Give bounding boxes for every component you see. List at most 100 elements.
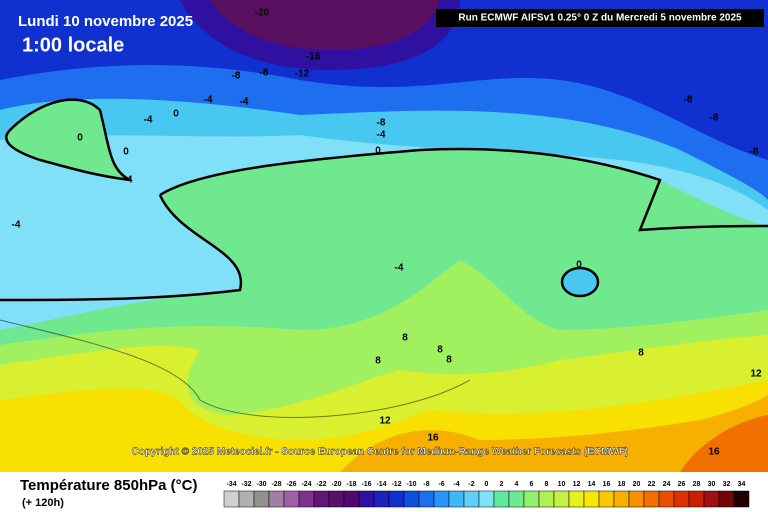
color-swatch	[733, 490, 750, 508]
scale-label: -14	[376, 481, 386, 488]
scale-label: 12	[573, 481, 581, 488]
scale-label: -6	[438, 481, 444, 488]
contour-label: 8	[437, 345, 443, 356]
scale-label: 0	[485, 481, 489, 488]
contour-label: 0	[375, 146, 381, 157]
scale-label: 30	[708, 481, 716, 488]
color-scale: -34 -32 -30 -28 -26 -24 -22 -20 -18 -16 -14 -12 -10-…	[223, 481, 750, 508]
scale-label: 20	[633, 481, 641, 488]
color-swatch	[493, 490, 510, 508]
scale-label: 16	[603, 481, 611, 488]
scale-label: -12	[391, 481, 401, 488]
scale-label: 32	[723, 481, 731, 488]
contour-label: 0	[77, 133, 83, 144]
color-swatch	[433, 490, 450, 508]
contour-label: -4	[204, 95, 213, 106]
color-swatch	[568, 490, 585, 508]
color-swatch	[628, 490, 645, 508]
scale-label: -10	[406, 481, 416, 488]
contour-label: 0	[173, 109, 179, 120]
color-swatch	[283, 490, 300, 508]
contour-label: 8	[375, 356, 381, 367]
contour-label: -8	[260, 68, 269, 79]
contour-label: -8	[750, 147, 759, 158]
scale-label: 2	[500, 481, 504, 488]
copyright: Copyright © 2025 Meteociel.fr - Source E…	[132, 447, 629, 458]
color-swatch	[268, 490, 285, 508]
contour-label: -4	[377, 130, 386, 141]
map-title: Lundi 10 novembre 2025	[18, 13, 193, 30]
color-swatch	[463, 490, 480, 508]
scale-label: -16	[361, 481, 371, 488]
color-swatch	[343, 490, 360, 508]
color-swatch	[253, 490, 270, 508]
scale-label: 4	[515, 481, 519, 488]
color-swatch	[358, 490, 375, 508]
scale-label: 18	[618, 481, 626, 488]
color-swatch	[298, 490, 315, 508]
contour-label: -20	[255, 8, 270, 19]
contour-label: -4	[144, 115, 153, 126]
contour-label: 0	[123, 147, 129, 158]
contour-label: -8	[684, 95, 693, 106]
scale-label: 24	[663, 481, 671, 488]
scale-label: -20	[331, 481, 341, 488]
color-swatch	[478, 490, 495, 508]
contour-label: -12	[295, 69, 310, 80]
scale-label: -22	[316, 481, 326, 488]
color-swatch	[238, 490, 255, 508]
color-swatch	[658, 490, 675, 508]
scale-label: -26	[286, 481, 296, 488]
scale-label: -4	[453, 481, 459, 488]
color-swatch	[403, 490, 420, 508]
contour-label: -4	[124, 175, 133, 186]
scale-label: -24	[301, 481, 311, 488]
scale-label: -32	[241, 481, 251, 488]
scale-label: 26	[678, 481, 686, 488]
color-swatch	[688, 490, 705, 508]
color-swatch	[703, 490, 720, 508]
contour-label: 16	[708, 447, 720, 458]
scale-label: -30	[256, 481, 266, 488]
scale-label: 34	[738, 481, 746, 488]
contour-label: 12	[379, 416, 391, 427]
contour-label: 12	[750, 369, 762, 380]
contour-label: 16	[427, 433, 439, 444]
scale-label: 6	[530, 481, 534, 488]
scale-label: 8	[545, 481, 549, 488]
scale-label: -8	[423, 481, 429, 488]
color-swatch	[613, 490, 630, 508]
scale-label: -18	[346, 481, 356, 488]
color-swatch	[448, 490, 465, 508]
color-swatch	[643, 490, 660, 508]
color-swatch	[388, 490, 405, 508]
map-subtitle: 1:00 locale	[22, 34, 124, 56]
scale-label: 28	[693, 481, 701, 488]
contour-label: 8	[638, 348, 644, 359]
contour-label: -4	[240, 97, 249, 108]
contour-label: -8	[232, 71, 241, 82]
color-swatch	[328, 490, 345, 508]
scale-label: 22	[648, 481, 656, 488]
legend-title: Température 850hPa (°C)	[20, 477, 197, 494]
color-swatch	[418, 490, 435, 508]
scale-label: -28	[271, 481, 281, 488]
contour-label: 8	[402, 333, 408, 344]
lead-time: (+ 120h)	[22, 497, 64, 509]
color-swatch	[718, 490, 735, 508]
scale-label: -34	[226, 481, 236, 488]
color-swatch	[673, 490, 690, 508]
contour-label: -4	[12, 220, 21, 231]
run-info: Run ECMWF AIFSv1 0.25° 0 Z du Mercredi 5…	[458, 13, 742, 24]
color-swatch	[538, 490, 555, 508]
color-swatch	[313, 490, 330, 508]
run-box	[436, 9, 764, 27]
contour-labels: -20-16-8 -8 -12-4 -40-400-4-8-40-8-8-8-4-4 0…	[12, 8, 762, 458]
color-swatch	[223, 490, 240, 508]
color-swatch	[523, 490, 540, 508]
temperature-field	[0, 0, 768, 473]
color-swatch	[553, 490, 570, 508]
contour-label: 0	[576, 260, 582, 271]
